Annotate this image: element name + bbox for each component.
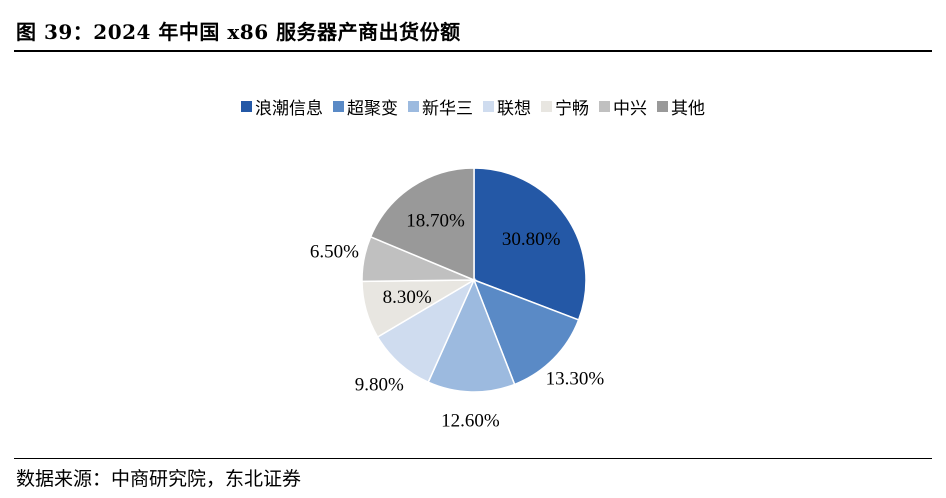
pie-slice [369,167,475,282]
legend-item: 联想 [483,94,531,119]
data-label: 9.80% [355,374,404,395]
legend-label: 新华三 [422,99,473,119]
legend-item: 中兴 [599,94,647,119]
legend-swatch [599,101,610,112]
title-rule [14,50,932,52]
legend-item: 新华三 [408,94,473,119]
legend-swatch [541,101,552,112]
data-label: 13.30% [546,369,605,390]
legend-swatch [483,101,494,112]
legend-label: 其他 [671,99,705,119]
pie-slice [427,278,516,393]
legend-swatch [333,101,344,112]
legend-swatch [241,101,252,112]
source-rule [14,458,932,459]
legend-label: 中兴 [613,99,647,119]
data-label: 12.60% [441,411,500,432]
figure-title: 图 39：2024 年中国 x86 服务器产商出货份额 [16,20,461,44]
data-label: 30.80% [502,229,561,250]
legend-item: 超聚变 [333,94,398,119]
data-label: 8.30% [383,287,432,308]
legend-item: 宁畅 [541,94,589,119]
data-label: 6.50% [310,241,359,262]
chart-legend: 浪潮信息 超聚变 新华三 联想 宁畅 中兴 其他 [0,94,946,119]
source-note: 数据来源：中商研究院，东北证券 [16,468,302,490]
legend-label: 浪潮信息 [255,99,323,119]
legend-swatch [408,101,419,112]
legend-swatch [657,101,668,112]
legend-item: 浪潮信息 [241,94,323,119]
legend-label: 宁畅 [555,99,589,119]
legend-label: 联想 [497,99,531,119]
legend-item: 其他 [657,94,705,119]
data-label: 18.70% [406,211,465,232]
pie-slice [472,278,580,386]
pie-slice [473,167,587,321]
legend-label: 超聚变 [347,99,398,119]
